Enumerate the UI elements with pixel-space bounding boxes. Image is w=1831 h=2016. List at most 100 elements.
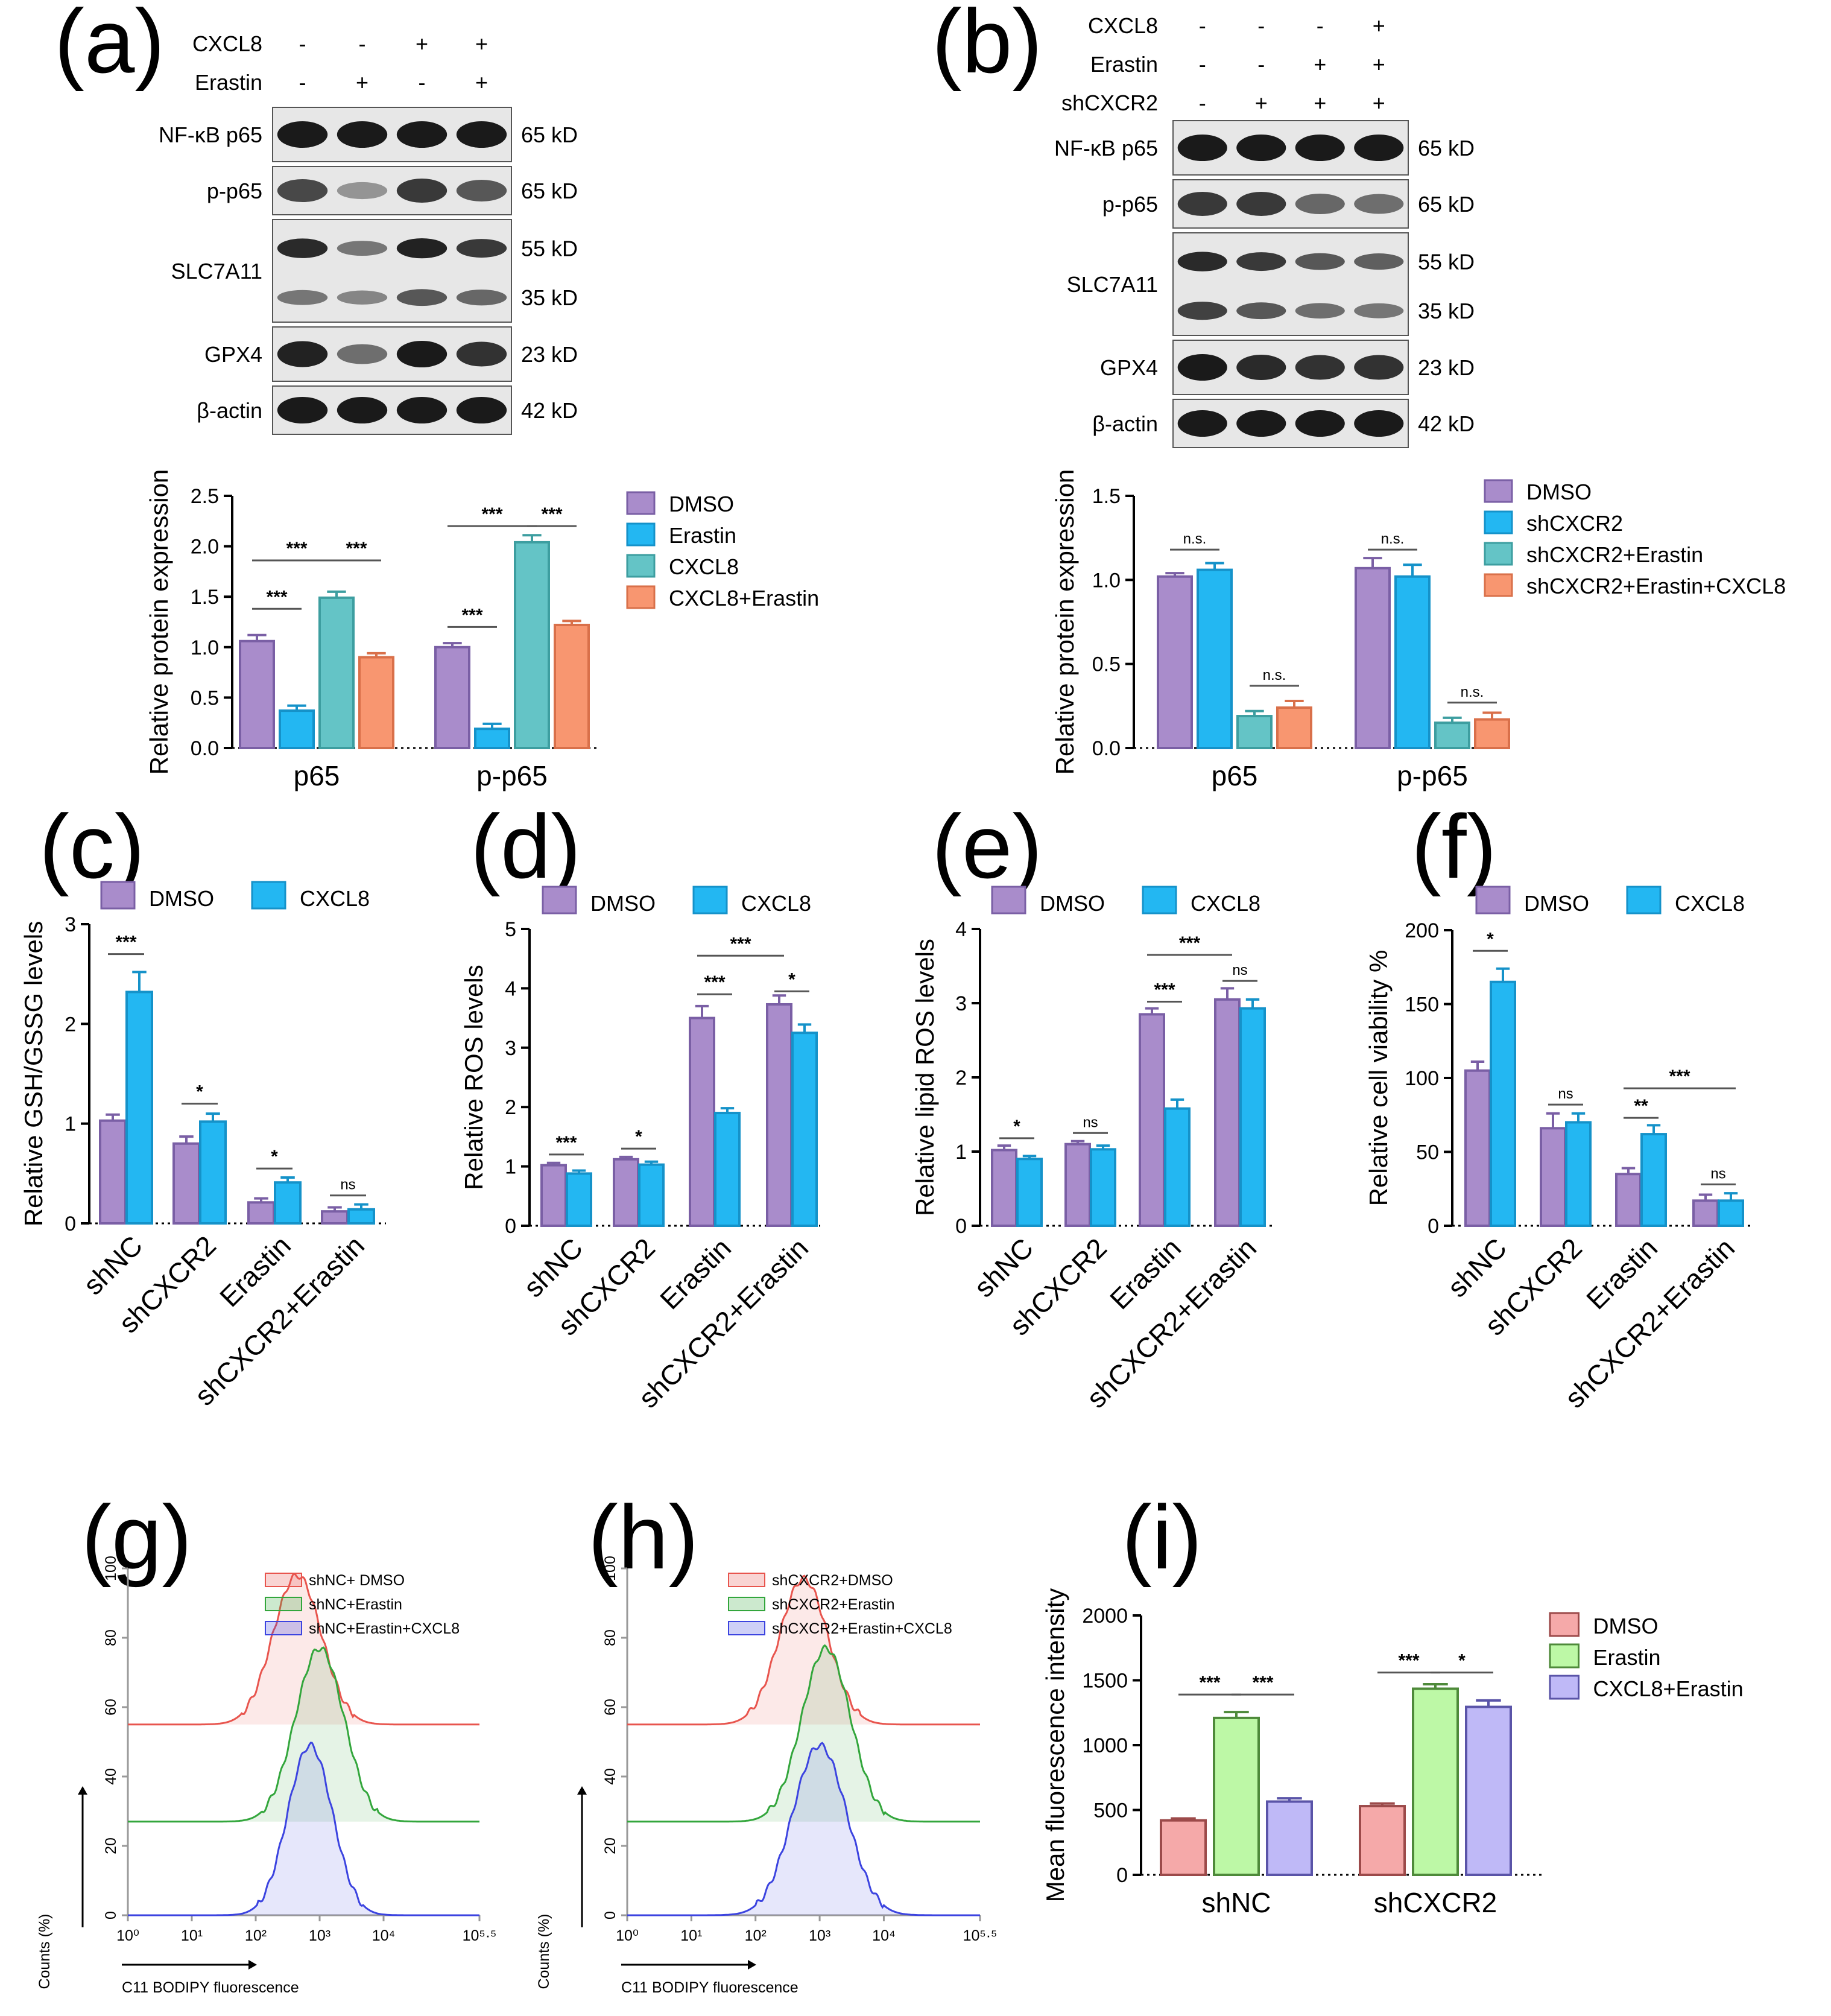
- flow-histogram-h: 0 20 40 60 80 100 10⁰ 10¹ 10² 10³ 10⁴ 10⁵·⁵ shCXCR2+…: [536, 1556, 997, 1996]
- y-tick-label: 1.0: [191, 636, 219, 659]
- legend-label: DMSO: [1526, 480, 1592, 504]
- bar-cxcl8: [1565, 1121, 1592, 1227]
- significance-label: ***: [286, 539, 307, 559]
- legend-label: Erastin: [1593, 1645, 1661, 1670]
- bar-dmso: [540, 1164, 567, 1227]
- bar-dmso: [1214, 998, 1241, 1227]
- bar-cxcl8: [1016, 1158, 1043, 1228]
- y-tick-label: 0: [602, 1911, 619, 1919]
- significance-label: ***: [1179, 933, 1200, 953]
- histogram-line-0: [128, 1572, 479, 1726]
- protein-band: [1177, 252, 1227, 271]
- x-tick-label: 10⁵·⁵: [963, 1927, 998, 1944]
- minus-sign: -: [1199, 90, 1206, 115]
- molecular-weight-label: 65 kD: [521, 179, 578, 203]
- protein-band: [1236, 302, 1286, 320]
- bar-dmso: [766, 1003, 792, 1228]
- protein-band: [456, 239, 507, 258]
- y-axis-arrowhead: [78, 1786, 87, 1795]
- legend-swatch: [251, 881, 286, 910]
- protein-band: [1177, 410, 1227, 437]
- blot-protein-label: p-p65: [1102, 192, 1158, 217]
- significance-label: n.s.: [1263, 667, 1286, 683]
- legend-swatch: [265, 1621, 302, 1635]
- y-axis-label: Relative protein expression: [1051, 469, 1079, 775]
- protein-band: [1236, 410, 1286, 437]
- histogram-line-1: [128, 1646, 479, 1823]
- plus-sign: +: [1314, 52, 1326, 77]
- significance-label: *: [271, 1147, 278, 1167]
- bar-cxcl8: [1640, 1133, 1667, 1227]
- blot-membrane: [1172, 232, 1409, 336]
- significance-label: ***: [461, 605, 482, 625]
- protein-band: [1295, 253, 1345, 270]
- blot-protein-label: β-actin: [1092, 411, 1158, 436]
- legend-swatch: [1549, 1643, 1580, 1669]
- significance-label: ns: [1083, 1114, 1098, 1130]
- molecular-weight-label: 23 kD: [1418, 355, 1475, 380]
- plus-sign: +: [1373, 13, 1385, 38]
- protein-band: [1295, 193, 1345, 215]
- plus-sign: +: [1373, 52, 1385, 77]
- protein-band: [277, 290, 328, 305]
- y-tick-label: 150: [1405, 994, 1439, 1016]
- bar-shcxcr2-erastin: [1434, 721, 1470, 749]
- panel-label: (c): [39, 796, 145, 897]
- y-tick-label: 40: [103, 1768, 119, 1785]
- legend-label: CXCL8: [1675, 891, 1745, 916]
- legend-swatch: [728, 1621, 765, 1635]
- legend-swatch: [728, 1597, 765, 1611]
- significance-label: ***: [1154, 980, 1175, 1000]
- histogram-area-0: [627, 1576, 980, 1725]
- legend-label: CXCL8+Erastin: [1593, 1676, 1744, 1701]
- blot-protein-label: NF-κB p65: [1054, 136, 1158, 160]
- bar-cxcl8: [274, 1181, 302, 1225]
- y-tick-label: 0.5: [191, 686, 219, 709]
- x-axis-label: C11 BODIPY fluorescence: [122, 1979, 299, 1996]
- protein-band: [337, 290, 388, 305]
- protein-band: [277, 341, 328, 367]
- x-category-label: p65: [294, 760, 340, 791]
- y-tick-label: 0: [1116, 1864, 1128, 1887]
- legend-swatch: [1484, 510, 1513, 534]
- y-axis-label: Counts (%): [536, 1913, 552, 1989]
- y-tick-label: 2: [955, 1067, 967, 1089]
- protein-band: [337, 182, 388, 200]
- y-tick-label: 20: [103, 1837, 119, 1854]
- protein-band: [1236, 354, 1286, 381]
- molecular-weight-label: 35 kD: [521, 285, 578, 310]
- panel-label: (e): [932, 796, 1042, 897]
- legend-swatch: [626, 585, 656, 609]
- significance-label: ***: [1199, 1673, 1220, 1693]
- molecular-weight-label: 65 kD: [1418, 192, 1475, 217]
- y-tick-label: 2.0: [191, 536, 219, 559]
- legend-label: shNC+ DMSO: [309, 1572, 405, 1589]
- histogram-line-2: [128, 1742, 479, 1916]
- legend-label: shNC+Erastin: [309, 1596, 402, 1613]
- bar-dmso: [1064, 1143, 1091, 1227]
- y-tick-label: 60: [103, 1699, 119, 1716]
- panel-label: (i): [1122, 1486, 1202, 1588]
- x-category-label: shNC: [1201, 1887, 1271, 1918]
- legend-swatch: [626, 491, 656, 515]
- significance-label: ns: [1232, 962, 1247, 978]
- x-tick-label: 10¹: [181, 1927, 203, 1944]
- protein-band: [456, 179, 507, 202]
- protein-band: [396, 341, 447, 367]
- legend-label: shCXCR2+Erastin+CXCL8: [772, 1620, 952, 1637]
- bar-dmso: [321, 1210, 349, 1225]
- plus-sign: +: [1314, 90, 1326, 115]
- bar-erastin: [1412, 1687, 1459, 1877]
- y-tick-label: 0: [103, 1911, 119, 1919]
- significance-label: ns: [1558, 1086, 1573, 1102]
- legend-swatch: [265, 1597, 302, 1611]
- y-tick-label: 80: [103, 1629, 119, 1646]
- molecular-weight-label: 42 kD: [521, 398, 578, 423]
- histogram-area-1: [627, 1645, 980, 1822]
- protein-band: [456, 121, 507, 148]
- bar-dmso: [1359, 1805, 1406, 1877]
- y-tick-label: 4: [505, 977, 516, 1000]
- protein-band: [456, 290, 507, 306]
- significance-label: ***: [1669, 1067, 1690, 1086]
